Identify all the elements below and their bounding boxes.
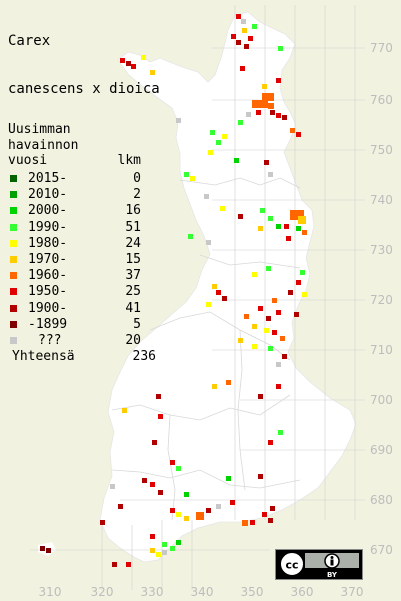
legend-row: 2010- 2 [8,187,141,203]
legend-swatch [10,336,17,344]
svg-text:cc: cc [285,559,298,572]
observation-markers [40,14,307,567]
map-title: Carex canescens x dioica [8,1,160,113]
legend-swatch [10,320,17,328]
legend-swatch [10,288,17,296]
legend-label: -1899 [28,316,68,332]
total-label: Yhteensä [12,349,75,365]
legend-count: 41 [125,300,141,316]
legend-count: 5 [133,316,141,332]
legend-total: Yhteensä 236 [8,349,156,366]
legend-label: 1990- [28,219,68,235]
legend-row: 1980- 24 [8,236,141,252]
legend-count: 37 [125,268,141,284]
legend-label: 1900- [28,300,68,316]
total-count: 236 [132,349,156,365]
legend-row: 1970- 15 [8,252,141,268]
x-tick: 340 [191,585,214,599]
license-by-text: BY [327,571,338,579]
legend-row: 1950- 25 [8,284,141,300]
legend-count: 20 [125,332,141,348]
legend-rows: 2015- 0 2010- 2 2000- 16 1990- 51 1980- 24 19… [8,171,141,349]
legend-count: 15 [125,251,141,267]
legend-row: -1899 5 [8,317,141,333]
legend-swatch [10,207,17,215]
y-axis-ticks: 770 760 750 740 730 720 710 700 690 680 … [370,41,393,557]
legend-swatch [10,239,17,247]
legend: Uusimman havainnon vuosi lkm 2015- 0 2010… [8,122,156,366]
legend-row: 1990- 51 [8,220,141,236]
y-tick: 740 [370,193,393,207]
legend-swatch [10,191,17,199]
cc-license-badge[interactable]: cc BY [275,549,363,580]
legend-swatch [10,272,17,280]
legend-header-line: vuosi [8,153,48,168]
legend-swatch [10,223,17,231]
legend-label: 2010- [28,187,68,203]
x-tick: 360 [291,585,314,599]
legend-header-line: havainnon [8,137,79,153]
x-tick: 350 [241,585,264,599]
legend-label: 1980- [28,235,68,251]
legend-count: 0 [133,171,141,186]
x-axis-ticks: 310 320 330 340 350 360 370 [39,585,364,599]
y-tick: 710 [370,343,393,357]
title-line-2: canescens x dioica [8,81,160,97]
legend-row: ??? 20 [8,333,141,349]
x-tick: 310 [39,585,62,599]
y-tick: 770 [370,41,393,55]
y-tick: 680 [370,493,393,507]
legend-label: 2000- [28,203,68,219]
legend-row: 1960- 37 [8,268,141,284]
title-line-1: Carex [8,33,51,49]
legend-label: ??? [38,332,62,348]
x-tick: 370 [341,585,364,599]
legend-swatch [10,255,17,263]
legend-row: 1900- 41 [8,301,141,317]
legend-count: 2 [133,187,141,203]
legend-label: 1960- [28,268,68,284]
legend-count: 24 [125,235,141,251]
y-tick: 730 [370,243,393,257]
finland-land [99,11,357,563]
legend-count: 51 [125,219,141,235]
legend-count-header: lkm [117,153,141,168]
legend-label: 1970- [28,251,68,267]
province-borders [111,177,301,521]
y-tick: 670 [370,543,393,557]
y-tick: 750 [370,143,393,157]
creative-commons-by-icon: cc BY [276,550,362,579]
legend-count: 25 [125,284,141,300]
x-tick: 330 [141,585,164,599]
legend-header-line: Uusimman [8,122,71,137]
legend-label: 2015- [28,171,68,186]
y-tick: 720 [370,293,393,307]
y-tick: 760 [370,93,393,107]
coordinate-grid [30,5,365,590]
legend-label: 1950- [28,284,68,300]
legend-row: 2000- 16 [8,203,141,219]
x-tick: 320 [91,585,114,599]
legend-swatch [10,175,17,182]
legend-row: 2015- 0 [8,171,141,187]
y-tick: 700 [370,393,393,407]
legend-count: 16 [125,203,141,219]
legend-swatch [10,304,17,312]
y-tick: 690 [370,443,393,457]
